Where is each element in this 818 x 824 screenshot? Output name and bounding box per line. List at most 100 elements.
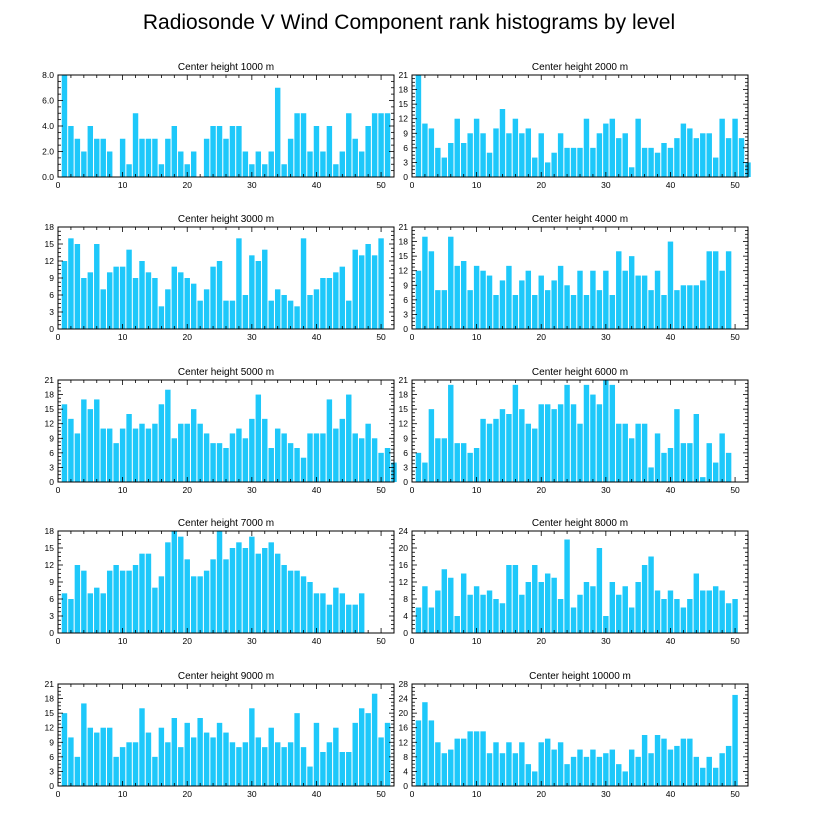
bar	[460, 261, 467, 329]
bar	[564, 285, 570, 329]
bar	[641, 147, 648, 177]
bar	[352, 249, 358, 329]
x-tick-label: 20	[182, 636, 192, 646]
bar	[519, 133, 525, 177]
bar	[628, 167, 635, 177]
bar	[493, 742, 499, 786]
bar	[732, 694, 738, 786]
bar	[486, 275, 493, 329]
bar	[544, 290, 551, 329]
bar	[577, 147, 583, 177]
bar	[184, 164, 190, 177]
bar	[139, 261, 145, 329]
bar	[635, 275, 641, 329]
bar	[119, 266, 126, 329]
bar	[525, 423, 532, 482]
y-tick-label: 3	[49, 766, 54, 776]
bar	[158, 576, 165, 633]
bar	[203, 570, 210, 633]
bar	[544, 573, 551, 633]
bar	[422, 462, 428, 482]
bar	[313, 289, 320, 329]
y-tick-label: 8	[403, 594, 408, 604]
bar	[590, 270, 596, 329]
y-tick-label: 12	[399, 737, 409, 747]
bar	[171, 531, 178, 633]
bar	[557, 404, 564, 482]
bar	[371, 438, 378, 482]
bar	[333, 428, 339, 482]
bar	[268, 727, 274, 786]
bar	[435, 147, 441, 177]
chart-panel-6: Center height 6000 m 0 3 6 9 12 15 18 21 0 10 20 30 4…	[399, 367, 749, 495]
bar	[564, 147, 570, 177]
bar	[333, 587, 339, 633]
bar	[81, 399, 87, 482]
bar	[203, 433, 210, 482]
bar	[725, 452, 732, 482]
bar	[493, 295, 499, 329]
bar	[480, 594, 486, 633]
bar	[732, 118, 738, 177]
bar	[712, 157, 719, 177]
bar	[384, 722, 391, 786]
bar	[68, 599, 74, 633]
bar	[152, 138, 158, 177]
y-tick-label: 4	[403, 611, 408, 621]
bar	[249, 164, 255, 177]
bar	[661, 599, 667, 633]
bar	[467, 594, 473, 633]
y-tick-label: 6	[403, 143, 408, 153]
bar	[506, 742, 512, 786]
bar	[603, 380, 609, 482]
bar	[87, 409, 94, 482]
bar	[596, 404, 603, 482]
bar	[712, 586, 719, 633]
bar	[203, 138, 210, 177]
bar	[661, 738, 667, 786]
bar	[499, 603, 506, 633]
y-tick-label: 0	[49, 781, 54, 791]
bar	[242, 438, 249, 482]
bar	[365, 713, 371, 786]
y-tick-label: 0.0	[42, 172, 54, 182]
bar	[622, 771, 628, 786]
bar	[564, 539, 570, 633]
bar	[158, 164, 165, 177]
bar	[287, 300, 294, 329]
bar	[106, 151, 113, 177]
bar	[274, 87, 281, 177]
bar	[145, 428, 152, 482]
x-tick-label: 20	[536, 789, 546, 799]
bar	[693, 414, 700, 482]
figure-title: Radiosonde V Wind Component rank histogr…	[143, 11, 675, 34]
y-tick-label: 12	[399, 577, 409, 587]
bar	[654, 735, 661, 786]
y-tick-label: 12	[45, 419, 55, 429]
bar	[68, 737, 74, 786]
y-tick-label: 6.0	[42, 96, 54, 106]
bar	[190, 576, 197, 633]
bar	[229, 300, 236, 329]
bar	[538, 133, 544, 177]
bar	[236, 126, 242, 177]
x-tick-label: 30	[247, 332, 257, 342]
bar	[422, 236, 428, 329]
bar	[165, 138, 171, 177]
bar	[94, 587, 100, 633]
bar	[242, 742, 249, 786]
bar	[628, 256, 635, 329]
bar	[506, 133, 512, 177]
y-tick-label: 24	[399, 526, 409, 536]
bar	[74, 565, 81, 633]
bar	[422, 586, 428, 633]
bar	[216, 443, 223, 482]
bar	[339, 266, 346, 329]
bar	[473, 265, 480, 329]
bar	[590, 394, 596, 482]
bar	[378, 113, 384, 177]
bar	[333, 164, 339, 177]
bar	[564, 384, 570, 482]
y-tick-label: 12	[399, 266, 409, 276]
bar	[294, 113, 300, 177]
